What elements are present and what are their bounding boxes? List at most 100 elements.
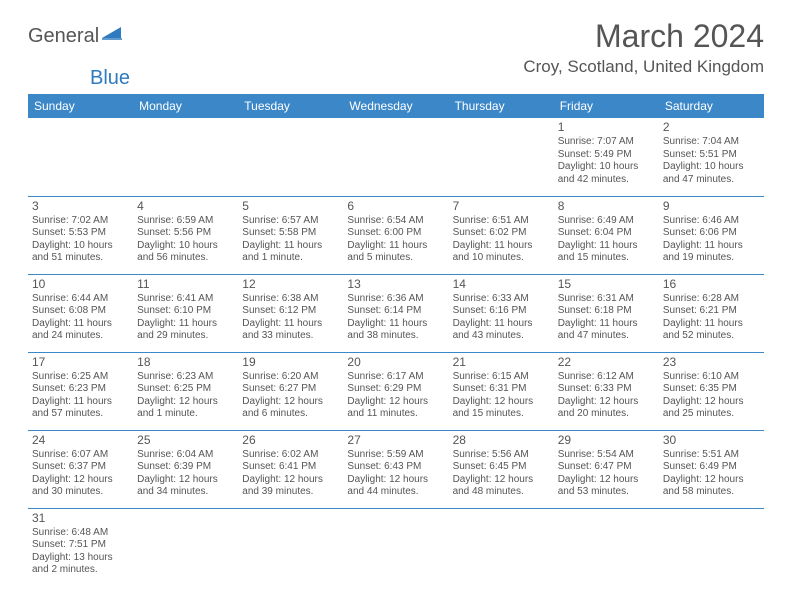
day-number: 4 xyxy=(137,199,234,214)
day-info: Sunrise: 6:12 AMSunset: 6:33 PMDaylight:… xyxy=(558,371,655,421)
sunrise-line: Sunrise: 5:59 AM xyxy=(347,449,444,462)
sunrise-line: Sunrise: 6:10 AM xyxy=(663,371,760,384)
day-number: 22 xyxy=(558,355,655,370)
sunset-line: Sunset: 6:27 PM xyxy=(242,383,339,396)
calendar-empty xyxy=(238,118,343,196)
sunset-line: Sunset: 6:25 PM xyxy=(137,383,234,396)
weekday-header: Saturday xyxy=(659,94,764,118)
sunset-line: Sunset: 6:43 PM xyxy=(347,461,444,474)
sunset-line: Sunset: 6:08 PM xyxy=(32,305,129,318)
day-info: Sunrise: 5:56 AMSunset: 6:45 PMDaylight:… xyxy=(453,449,550,499)
day-number: 31 xyxy=(32,511,129,526)
sunrise-line: Sunrise: 6:02 AM xyxy=(242,449,339,462)
daylight-line: Daylight: 12 hours and 48 minutes. xyxy=(453,474,550,499)
day-info: Sunrise: 6:59 AMSunset: 5:56 PMDaylight:… xyxy=(137,215,234,265)
calendar-day: 9Sunrise: 6:46 AMSunset: 6:06 PMDaylight… xyxy=(659,196,764,274)
sunrise-line: Sunrise: 7:02 AM xyxy=(32,215,129,228)
calendar-day: 22Sunrise: 6:12 AMSunset: 6:33 PMDayligh… xyxy=(554,352,659,430)
sunset-line: Sunset: 5:49 PM xyxy=(558,149,655,162)
sunrise-line: Sunrise: 6:41 AM xyxy=(137,293,234,306)
day-info: Sunrise: 6:41 AMSunset: 6:10 PMDaylight:… xyxy=(137,293,234,343)
page: General March 2024 Croy, Scotland, Unite… xyxy=(0,0,792,596)
calendar-day: 28Sunrise: 5:56 AMSunset: 6:45 PMDayligh… xyxy=(449,430,554,508)
calendar-empty xyxy=(133,508,238,586)
calendar-day: 11Sunrise: 6:41 AMSunset: 6:10 PMDayligh… xyxy=(133,274,238,352)
day-number: 14 xyxy=(453,277,550,292)
day-number: 17 xyxy=(32,355,129,370)
sunset-line: Sunset: 5:53 PM xyxy=(32,227,129,240)
sunrise-line: Sunrise: 6:07 AM xyxy=(32,449,129,462)
day-info: Sunrise: 6:28 AMSunset: 6:21 PMDaylight:… xyxy=(663,293,760,343)
calendar-empty xyxy=(449,508,554,586)
calendar-body: 1Sunrise: 7:07 AMSunset: 5:49 PMDaylight… xyxy=(28,118,764,586)
sunrise-line: Sunrise: 6:23 AM xyxy=(137,371,234,384)
day-info: Sunrise: 7:02 AMSunset: 5:53 PMDaylight:… xyxy=(32,215,129,265)
sunset-line: Sunset: 6:31 PM xyxy=(453,383,550,396)
calendar-day: 18Sunrise: 6:23 AMSunset: 6:25 PMDayligh… xyxy=(133,352,238,430)
daylight-line: Daylight: 10 hours and 56 minutes. xyxy=(137,240,234,265)
day-info: Sunrise: 6:51 AMSunset: 6:02 PMDaylight:… xyxy=(453,215,550,265)
sunset-line: Sunset: 6:18 PM xyxy=(558,305,655,318)
daylight-line: Daylight: 12 hours and 53 minutes. xyxy=(558,474,655,499)
day-info: Sunrise: 6:17 AMSunset: 6:29 PMDaylight:… xyxy=(347,371,444,421)
calendar-day: 4Sunrise: 6:59 AMSunset: 5:56 PMDaylight… xyxy=(133,196,238,274)
sunset-line: Sunset: 6:33 PM xyxy=(558,383,655,396)
sunset-line: Sunset: 6:35 PM xyxy=(663,383,760,396)
sunrise-line: Sunrise: 6:20 AM xyxy=(242,371,339,384)
month-title: March 2024 xyxy=(523,18,764,55)
calendar-day: 16Sunrise: 6:28 AMSunset: 6:21 PMDayligh… xyxy=(659,274,764,352)
day-info: Sunrise: 6:23 AMSunset: 6:25 PMDaylight:… xyxy=(137,371,234,421)
flag-icon xyxy=(101,24,123,48)
daylight-line: Daylight: 12 hours and 20 minutes. xyxy=(558,396,655,421)
day-info: Sunrise: 6:46 AMSunset: 6:06 PMDaylight:… xyxy=(663,215,760,265)
sunrise-line: Sunrise: 6:28 AM xyxy=(663,293,760,306)
calendar-empty xyxy=(343,508,448,586)
calendar-day: 14Sunrise: 6:33 AMSunset: 6:16 PMDayligh… xyxy=(449,274,554,352)
sunrise-line: Sunrise: 6:36 AM xyxy=(347,293,444,306)
day-number: 13 xyxy=(347,277,444,292)
sunset-line: Sunset: 6:23 PM xyxy=(32,383,129,396)
sunset-line: Sunset: 6:00 PM xyxy=(347,227,444,240)
daylight-line: Daylight: 11 hours and 29 minutes. xyxy=(137,318,234,343)
logo: General xyxy=(28,24,123,48)
sunrise-line: Sunrise: 6:49 AM xyxy=(558,215,655,228)
sunrise-line: Sunrise: 6:51 AM xyxy=(453,215,550,228)
calendar-day: 17Sunrise: 6:25 AMSunset: 6:23 PMDayligh… xyxy=(28,352,133,430)
day-info: Sunrise: 6:33 AMSunset: 6:16 PMDaylight:… xyxy=(453,293,550,343)
daylight-line: Daylight: 11 hours and 57 minutes. xyxy=(32,396,129,421)
day-number: 25 xyxy=(137,433,234,448)
daylight-line: Daylight: 11 hours and 24 minutes. xyxy=(32,318,129,343)
day-number: 9 xyxy=(663,199,760,214)
calendar-empty xyxy=(28,118,133,196)
daylight-line: Daylight: 10 hours and 47 minutes. xyxy=(663,161,760,186)
sunset-line: Sunset: 6:45 PM xyxy=(453,461,550,474)
day-number: 30 xyxy=(663,433,760,448)
daylight-line: Daylight: 13 hours and 2 minutes. xyxy=(32,552,129,577)
day-info: Sunrise: 6:10 AMSunset: 6:35 PMDaylight:… xyxy=(663,371,760,421)
day-number: 15 xyxy=(558,277,655,292)
daylight-line: Daylight: 11 hours and 38 minutes. xyxy=(347,318,444,343)
day-number: 7 xyxy=(453,199,550,214)
calendar-day: 7Sunrise: 6:51 AMSunset: 6:02 PMDaylight… xyxy=(449,196,554,274)
day-number: 21 xyxy=(453,355,550,370)
calendar-day: 23Sunrise: 6:10 AMSunset: 6:35 PMDayligh… xyxy=(659,352,764,430)
sunrise-line: Sunrise: 6:54 AM xyxy=(347,215,444,228)
calendar-day: 26Sunrise: 6:02 AMSunset: 6:41 PMDayligh… xyxy=(238,430,343,508)
daylight-line: Daylight: 12 hours and 6 minutes. xyxy=(242,396,339,421)
location: Croy, Scotland, United Kingdom xyxy=(523,57,764,77)
weekday-header: Thursday xyxy=(449,94,554,118)
day-number: 24 xyxy=(32,433,129,448)
day-info: Sunrise: 6:54 AMSunset: 6:00 PMDaylight:… xyxy=(347,215,444,265)
daylight-line: Daylight: 12 hours and 34 minutes. xyxy=(137,474,234,499)
daylight-line: Daylight: 12 hours and 30 minutes. xyxy=(32,474,129,499)
sunrise-line: Sunrise: 6:46 AM xyxy=(663,215,760,228)
daylight-line: Daylight: 11 hours and 33 minutes. xyxy=(242,318,339,343)
sunrise-line: Sunrise: 7:04 AM xyxy=(663,136,760,149)
sunset-line: Sunset: 6:02 PM xyxy=(453,227,550,240)
sunset-line: Sunset: 6:41 PM xyxy=(242,461,339,474)
calendar-day: 15Sunrise: 6:31 AMSunset: 6:18 PMDayligh… xyxy=(554,274,659,352)
day-number: 26 xyxy=(242,433,339,448)
calendar-day: 24Sunrise: 6:07 AMSunset: 6:37 PMDayligh… xyxy=(28,430,133,508)
sunset-line: Sunset: 6:29 PM xyxy=(347,383,444,396)
day-number: 3 xyxy=(32,199,129,214)
